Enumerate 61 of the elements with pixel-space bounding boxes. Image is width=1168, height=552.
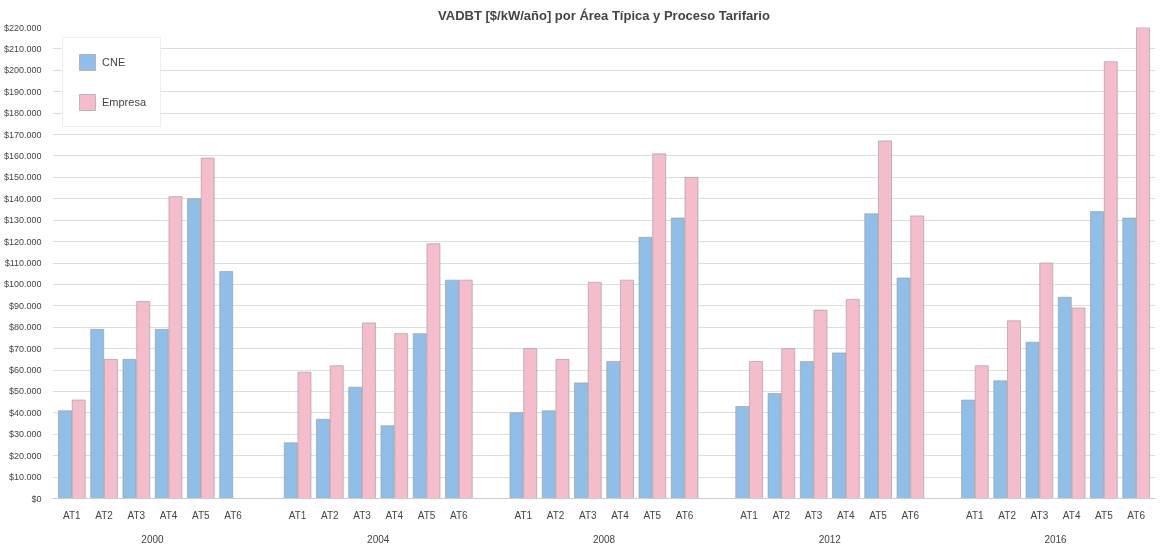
x-tick-label: AT4: [159, 509, 178, 521]
x-tick-label: AT1: [288, 509, 307, 521]
x-tick-label: AT3: [1030, 509, 1049, 521]
x-tick-label: AT3: [127, 509, 146, 521]
y-tick-label: $110.000: [4, 258, 42, 268]
x-tick-label: AT4: [611, 509, 630, 521]
x-tick-label: AT3: [579, 509, 598, 521]
y-tick-label: $150.000: [3, 172, 42, 183]
text: 2004: [367, 533, 390, 545]
text: 2008: [592, 533, 616, 545]
x-tick-label: AT6: [450, 509, 469, 521]
x-tick-label: AT2: [998, 509, 1017, 521]
x-tick-label: AT6: [224, 509, 243, 521]
y-tick-label: $200.000: [3, 65, 42, 76]
x-tick-label: AT2: [546, 509, 565, 521]
x-tick-label: AT2: [321, 509, 340, 521]
x-tick-label: AT4: [385, 509, 404, 521]
x-tick-label: AT1: [514, 509, 533, 521]
y-tick-label: $60.000: [8, 365, 42, 376]
y-tick-label: $10.000: [8, 472, 42, 483]
x-tick-label: AT5: [869, 509, 888, 521]
y-tick-label: $170.000: [3, 129, 42, 140]
y-tick-label: $140.000: [3, 193, 42, 204]
legend-label: Empresa: [102, 96, 147, 108]
y-tick-label: $90.000: [8, 300, 42, 311]
y-tick-label: $180.000: [3, 108, 42, 119]
y-tick-label: $160.000: [3, 150, 42, 161]
x-tick-label: AT3: [804, 509, 823, 521]
text: 2000: [141, 533, 165, 545]
y-tick-label: $0: [31, 493, 42, 504]
x-tick-label: AT2: [772, 509, 791, 521]
x-tick-label: AT5: [192, 509, 211, 521]
x-tick-label: AT1: [966, 509, 985, 521]
y-tick-label: $80.000: [8, 322, 42, 333]
y-tick-label: $70.000: [8, 343, 42, 354]
y-tick-label: $100.000: [3, 279, 42, 290]
y-tick-label: $210.000: [3, 43, 42, 54]
y-tick-label: $40.000: [8, 407, 42, 418]
x-tick-label: AT6: [1127, 509, 1146, 521]
x-tick-label: AT2: [95, 509, 114, 521]
text: 2016: [1044, 533, 1068, 545]
y-tick-label: $120.000: [3, 236, 42, 247]
text: 2012: [818, 533, 842, 545]
y-tick-label: $50.000: [8, 386, 42, 397]
y-tick-label: $130.000: [3, 215, 42, 226]
chart-title: VADBT [$/kW/año] por Área Típica y Proceso Tarifario: [438, 7, 770, 23]
y-tick-label: $190.000: [3, 86, 42, 97]
x-tick-label: AT5: [643, 509, 662, 521]
x-tick-label: AT6: [675, 509, 694, 521]
x-tick-label: AT5: [417, 509, 436, 521]
x-tick-label: AT4: [837, 509, 856, 521]
legend-label: CNE: [102, 56, 126, 68]
y-tick-label: $220.000: [3, 22, 42, 33]
x-tick-label: AT6: [901, 509, 920, 521]
x-tick-label: AT4: [1062, 509, 1081, 521]
x-tick-label: AT1: [63, 509, 82, 521]
x-tick-label: AT3: [353, 509, 372, 521]
y-tick-label: $20.000: [8, 450, 42, 461]
x-tick-label: AT1: [740, 509, 759, 521]
y-tick-label: $30.000: [8, 429, 42, 440]
x-tick-label: AT5: [1095, 509, 1114, 521]
